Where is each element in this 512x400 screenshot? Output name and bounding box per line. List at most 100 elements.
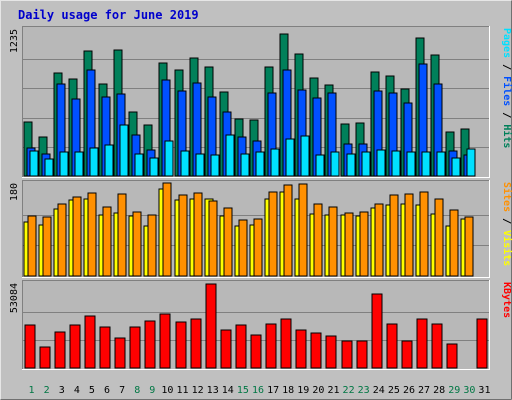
bar-pages-day-13	[210, 154, 220, 177]
bar-pages-day-24	[376, 149, 386, 177]
bar-sites-day-23	[359, 211, 369, 277]
y-max-label-visits: 180	[9, 183, 20, 201]
x-tick-label-day-24: 24	[373, 385, 385, 396]
x-tick-label-day-11: 11	[176, 385, 188, 396]
bar-kbytes-day-1	[24, 324, 36, 369]
x-axis-labels: 1 2 3 4 5 6 7 8 9 10 11 12 13 14 15 16 17 18 19 20 21 22 23 24 2…	[29, 385, 491, 396]
bar-sites-day-12	[193, 192, 203, 277]
bar-pages-day-25	[391, 150, 401, 177]
bar-kbytes-day-2	[39, 346, 51, 369]
x-tick-label-day-26: 26	[403, 385, 415, 396]
bar-pages-day-23	[361, 151, 371, 177]
bar-pages-day-18	[285, 138, 295, 177]
bar-kbytes-day-3	[54, 331, 66, 369]
bar-kbytes-day-8	[129, 326, 141, 369]
x-tick-label-day-6: 6	[104, 385, 110, 396]
bar-kbytes-day-22	[341, 340, 353, 369]
x-tick-label-day-18: 18	[282, 385, 294, 396]
panel-usage: 1235 Pages / Files / Hits	[9, 26, 512, 178]
legend-part: Visits	[501, 230, 512, 266]
bar-pages-day-1	[29, 150, 39, 177]
chart-title: Daily usage for June 2019	[18, 8, 199, 22]
bar-kbytes-day-5	[84, 315, 96, 369]
bar-pages-day-29	[451, 157, 461, 177]
bar-kbytes-day-26	[401, 340, 413, 369]
series-legend-visits: Sites / Visits	[501, 182, 512, 266]
y-max-label-usage: 1235	[9, 29, 20, 53]
bar-kbytes-day-27	[416, 318, 428, 369]
bar-pages-day-16	[255, 151, 265, 177]
bar-pages-day-10	[164, 140, 174, 177]
x-tick-label-day-2: 2	[44, 385, 50, 396]
x-tick-label-day-7: 7	[119, 385, 125, 396]
x-tick-label-day-28: 28	[433, 385, 445, 396]
bar-pages-day-8	[134, 153, 144, 177]
bar-sites-day-18	[283, 184, 293, 277]
bar-pages-day-14	[225, 134, 235, 177]
bar-sites-day-9	[147, 214, 157, 277]
x-tick-label-day-5: 5	[89, 385, 95, 396]
x-tick-label-day-30: 30	[463, 385, 475, 396]
x-tick-label-day-16: 16	[252, 385, 264, 396]
bar-kbytes-day-21	[325, 335, 337, 369]
panel-kbytes: 53084 KBytes	[9, 280, 512, 370]
bar-sites-day-4	[72, 196, 82, 277]
series-legend-kbytes: KBytes	[501, 282, 512, 318]
bar-kbytes-day-7	[114, 337, 126, 369]
legend-part: Pages	[501, 28, 512, 58]
bar-pages-day-9	[149, 157, 159, 177]
bar-pages-day-5	[89, 147, 99, 177]
bar-kbytes-day-15	[235, 324, 247, 369]
bar-pages-day-2	[44, 158, 54, 177]
bar-sites-day-27	[419, 191, 429, 277]
bar-sites-day-14	[223, 207, 233, 277]
bar-pages-day-30	[466, 148, 476, 177]
legend-part: Sites	[501, 182, 512, 212]
bar-kbytes-day-28	[431, 323, 443, 369]
chart-panels: 1235 Pages / Files / Hits 180 Sites / Visit…	[9, 26, 512, 370]
bar-kbytes-day-14	[220, 329, 232, 369]
bar-sites-day-28	[434, 198, 444, 277]
x-tick-label-day-12: 12	[192, 385, 204, 396]
x-tick-label-day-29: 29	[448, 385, 460, 396]
x-tick-label-day-17: 17	[267, 385, 279, 396]
x-tick-label-day-22: 22	[343, 385, 355, 396]
legend-part: /	[501, 106, 512, 124]
bar-sites-day-5	[87, 192, 97, 277]
bar-pages-day-12	[195, 153, 205, 177]
bar-sites-day-13	[208, 200, 218, 277]
bar-sites-day-21	[328, 206, 338, 277]
bar-pages-day-22	[346, 153, 356, 177]
bar-pages-day-28	[436, 151, 446, 177]
bar-kbytes-day-23	[356, 340, 368, 369]
bar-pages-day-20	[315, 154, 325, 177]
bar-sites-day-22	[344, 212, 354, 277]
x-tick-label-day-3: 3	[59, 385, 65, 396]
legend-part: KBytes	[501, 282, 512, 318]
x-tick-label-day-13: 13	[207, 385, 219, 396]
series-legend-usage: Pages / Files / Hits	[501, 28, 512, 148]
bar-pages-day-19	[300, 135, 310, 177]
bar-pages-day-17	[270, 148, 280, 177]
bar-kbytes-day-12	[190, 318, 202, 369]
x-tick-label-day-20: 20	[312, 385, 324, 396]
bar-kbytes-day-11	[175, 321, 187, 369]
bar-pages-day-15	[240, 153, 250, 177]
bar-kbytes-day-24	[371, 293, 383, 369]
legend-part: Hits	[501, 124, 512, 148]
bar-kbytes-day-10	[159, 313, 171, 369]
x-tick-label-day-19: 19	[297, 385, 309, 396]
x-tick-label-day-21: 21	[327, 385, 339, 396]
x-tick-label-day-15: 15	[237, 385, 249, 396]
bar-kbytes-day-4	[69, 324, 81, 369]
bar-sites-day-8	[132, 211, 142, 277]
legend-part: Files	[501, 76, 512, 106]
x-tick-label-day-23: 23	[358, 385, 370, 396]
bar-sites-day-20	[313, 203, 323, 277]
bar-sites-day-1	[27, 215, 37, 277]
x-tick-label-day-10: 10	[161, 385, 173, 396]
bar-sites-day-6	[102, 206, 112, 277]
bar-sites-day-7	[117, 193, 127, 277]
legend-part: /	[501, 58, 512, 76]
x-tick-label-day-9: 9	[149, 385, 155, 396]
